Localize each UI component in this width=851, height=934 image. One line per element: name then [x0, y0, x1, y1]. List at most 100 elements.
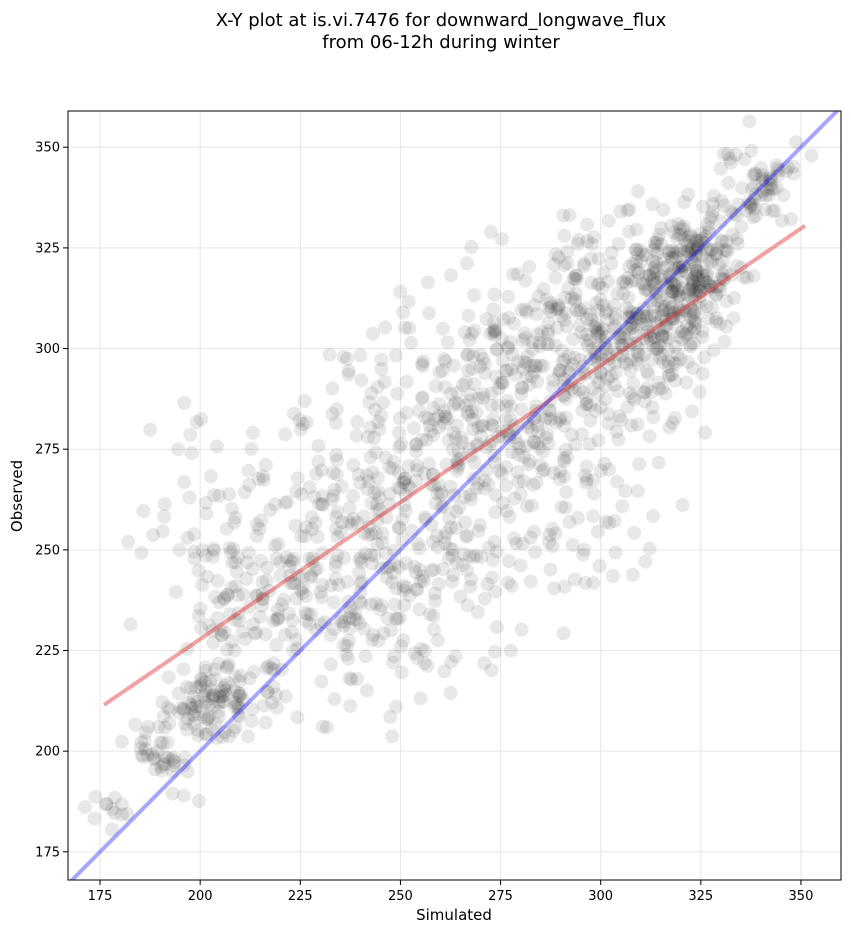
data-point [114, 734, 129, 749]
data-point [299, 614, 314, 628]
data-point [595, 352, 610, 367]
data-point [570, 272, 584, 287]
data-point [454, 430, 469, 445]
data-point [718, 264, 733, 279]
data-point [258, 627, 273, 642]
data-point [417, 643, 432, 658]
data-point [666, 225, 681, 240]
data-point [527, 524, 541, 539]
data-point [395, 532, 410, 547]
data-point [309, 623, 324, 638]
data-point [443, 685, 458, 700]
data-point [484, 417, 499, 432]
data-point [405, 523, 419, 538]
data-point [450, 385, 465, 400]
data-point [502, 428, 517, 443]
data-point [555, 355, 570, 370]
data-point [418, 410, 433, 425]
data-point [413, 562, 428, 577]
data-point [639, 269, 654, 284]
data-point [583, 251, 598, 266]
data-point [719, 243, 734, 258]
data-point [671, 289, 686, 304]
data-point [709, 311, 724, 326]
data-point [227, 699, 242, 714]
data-point [194, 677, 209, 692]
data-point [637, 277, 652, 292]
data-point [676, 222, 691, 237]
data-point [566, 271, 581, 286]
data-point [470, 605, 485, 619]
data-point [485, 434, 500, 449]
data-point [441, 433, 456, 448]
data-point [551, 366, 566, 381]
data-point [439, 457, 454, 472]
data-point [542, 403, 557, 417]
data-point [461, 308, 476, 323]
data-point [543, 393, 558, 408]
data-point [219, 659, 234, 674]
data-point [551, 298, 566, 313]
data-point [628, 328, 643, 343]
data-point [499, 503, 514, 518]
data-point [428, 586, 442, 601]
data-point [644, 308, 659, 323]
data-point [459, 256, 474, 271]
data-point [661, 280, 676, 295]
data-point [602, 516, 617, 530]
chart-title-line2: from 06-12h during winter [322, 32, 560, 53]
data-point [700, 242, 715, 257]
data-point [315, 546, 330, 560]
data-point [611, 237, 626, 251]
data-point [312, 497, 327, 512]
data-point [689, 263, 704, 278]
data-point [715, 254, 730, 269]
data-point [255, 598, 270, 613]
data-point [761, 188, 776, 203]
data-point [343, 699, 358, 713]
data-point [595, 280, 610, 295]
data-point [224, 580, 239, 595]
data-point [304, 568, 319, 583]
data-point [352, 565, 367, 580]
data-point [561, 281, 576, 296]
data-point [709, 280, 724, 294]
data-point [295, 417, 310, 431]
data-point [376, 395, 391, 410]
data-point [527, 358, 542, 373]
data-point [433, 487, 448, 502]
data-point [743, 197, 758, 212]
data-point [374, 362, 389, 376]
data-point [428, 496, 443, 511]
data-point [586, 319, 601, 334]
data-point [337, 615, 352, 630]
data-point [480, 577, 495, 591]
data-point [428, 412, 442, 427]
data-point [557, 353, 572, 368]
data-point [445, 442, 460, 457]
data-point [157, 509, 172, 524]
data-point [226, 542, 241, 556]
data-point [77, 800, 92, 815]
data-point [685, 252, 700, 267]
data-point [269, 551, 284, 566]
data-point [630, 484, 645, 498]
data-point [601, 416, 616, 431]
data-point [189, 680, 204, 695]
data-point [256, 592, 270, 607]
data-point [416, 354, 431, 369]
data-point [577, 256, 591, 271]
data-point [568, 268, 583, 283]
data-point [233, 668, 248, 683]
data-point [683, 339, 698, 354]
data-point [438, 409, 453, 424]
data-point [157, 749, 172, 764]
data-point [642, 313, 656, 328]
data-point [727, 290, 742, 305]
data-point [598, 341, 613, 356]
data-point [469, 438, 484, 453]
data-point [155, 736, 170, 750]
data-point [317, 615, 332, 630]
data-point [598, 338, 613, 353]
data-point [479, 312, 494, 327]
